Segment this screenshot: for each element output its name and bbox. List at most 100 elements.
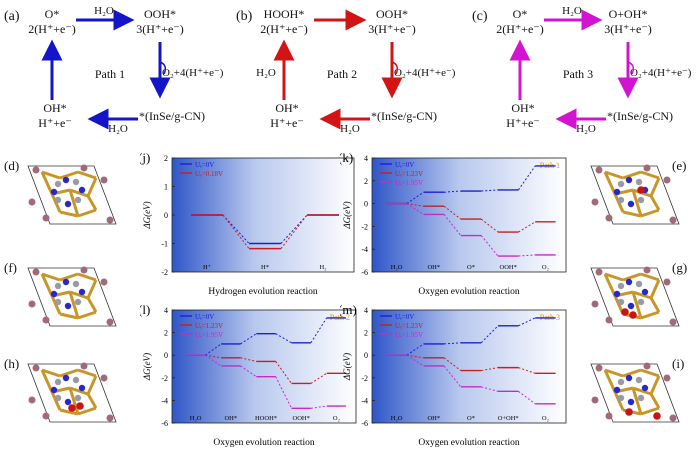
in-se-bond [41, 368, 61, 378]
y-tick-label: 4 [364, 306, 368, 315]
indium-atom [42, 214, 50, 222]
nitrogen-atom [62, 278, 70, 286]
panel-label-f: (f) [4, 260, 17, 275]
electron-count-top-left: 2(H⁺+e⁻) [28, 22, 75, 36]
legend-entry: Uₑ=0V [195, 313, 214, 321]
path-label: Path 2 [327, 67, 357, 81]
indium-atom [28, 396, 36, 404]
indium-atom [80, 164, 88, 172]
transition-line [518, 317, 536, 327]
in-se-bond [86, 393, 98, 409]
y-tick-label: 0 [164, 351, 168, 360]
x-axis-label: Hydrogen evolution reaction [208, 287, 317, 297]
unit-cell [27, 165, 117, 225]
y-tick-label: -1 [161, 240, 168, 249]
scheme-label: (a) [4, 9, 20, 24]
in-se-bond [86, 195, 98, 211]
carbon-atom [54, 378, 62, 386]
carbon-atom [72, 280, 80, 288]
nitrogen-atom [641, 384, 649, 392]
indium-atom [28, 300, 36, 308]
indium-atom [42, 412, 50, 420]
structure-h-drawing [27, 362, 117, 423]
in-se-bond [649, 177, 661, 197]
nitrogen-atom [625, 374, 633, 382]
nitrogen-atom [627, 398, 635, 406]
y-tick-label: -4 [361, 396, 368, 405]
in-se-bond [86, 375, 98, 395]
legend-entry: Uₑ=0V [395, 313, 414, 321]
in-se-bond [59, 368, 79, 378]
carbon-atom [617, 394, 625, 402]
y-tick-label: 2 [164, 329, 168, 338]
structure-e [585, 158, 685, 230]
indium-atom [591, 300, 599, 308]
in-se-bond [41, 170, 61, 180]
carbon-atom [637, 298, 645, 306]
top-arrow-label: H₂O [562, 5, 582, 17]
panel-label-d: (d) [4, 158, 20, 173]
in-se-bond [77, 310, 97, 320]
y-tick-label: -2 [361, 374, 368, 383]
transition-line [275, 361, 292, 384]
transition-line [406, 343, 424, 356]
x-tick-label: OH* [427, 264, 440, 271]
in-se-bond [50, 193, 62, 213]
unit-cell [590, 363, 680, 423]
species-top-left: HOOH* [264, 7, 305, 21]
indium-atom [595, 166, 603, 174]
species-bottom-right: *(InSe/g-CN) [139, 109, 205, 123]
legend-entry: Uₑ=1.95V [395, 331, 423, 339]
in-se-bond [613, 193, 625, 213]
panel-label-e: (e) [672, 158, 687, 173]
indium-atom [32, 268, 40, 276]
carbon-atom [617, 298, 625, 306]
transition-line [406, 354, 424, 359]
y-tick-label: 4 [364, 154, 368, 163]
indium-atom [663, 176, 671, 184]
bottom-arrow-label: H₂O [340, 123, 360, 135]
electron-count-bottom-left: H⁺+e⁻ [506, 116, 539, 130]
electron-count-top-left: 2(H⁺+e⁻) [496, 22, 543, 36]
scheme-label: (c) [472, 9, 488, 24]
species-bottom-right: *(InSe/g-CN) [371, 109, 437, 123]
in-se-bond [77, 170, 97, 180]
in-se-bond [40, 273, 54, 297]
y-axis-label: ΔG(eV) [342, 353, 352, 381]
indium-atom [80, 362, 88, 370]
release-arc [159, 61, 167, 75]
electron-count-top-right: 3(H⁺+e⁻) [136, 22, 183, 36]
transition-line [280, 214, 308, 244]
in-se-bond [86, 297, 98, 313]
left-arrow-label: H₂O [256, 67, 276, 79]
species-bottom-right: *(InSe/g-CN) [607, 109, 673, 123]
plot-area [171, 309, 357, 424]
nitrogen-atom [78, 186, 86, 194]
in-se-bond [622, 170, 642, 180]
x-tick-label: O* [467, 415, 475, 422]
in-se-bond [50, 295, 62, 315]
release-arc [627, 61, 635, 75]
transition-line [518, 165, 536, 191]
unit-cell [590, 267, 680, 327]
y-tick-label: 2 [364, 329, 368, 338]
x-tick-label: H* [261, 264, 269, 271]
y-tick-label: -2 [161, 374, 168, 383]
top-arrow-label: H₂O [94, 5, 114, 17]
in-se-bond [622, 368, 642, 378]
transition-line [406, 203, 424, 215]
indium-atom [80, 266, 88, 274]
nitrogen-atom [613, 386, 621, 394]
in-se-bond [59, 312, 79, 320]
unit-cell [27, 267, 117, 327]
oxygen-atom [629, 311, 637, 319]
nitrogen-atom [64, 302, 72, 310]
y-tick-label: 2 [164, 154, 168, 163]
panel-label: (j) [140, 150, 150, 165]
in-se-bond [50, 391, 62, 411]
in-se-bond [622, 210, 642, 218]
electron-count-bottom-left: H⁺+e⁻ [38, 116, 71, 130]
transition-line [406, 354, 424, 367]
transition-line [240, 333, 257, 345]
y-tick-label: 1 [164, 183, 168, 192]
